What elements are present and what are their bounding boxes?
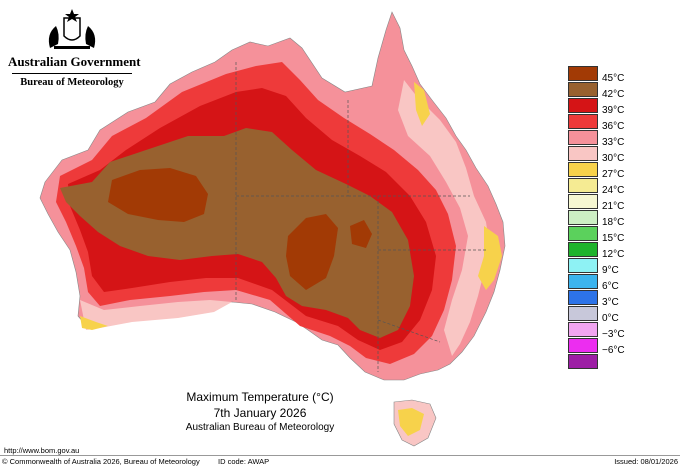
- footer: © Commonwealth of Australia 2026, Bureau…: [0, 455, 680, 467]
- legend-label: 39°C: [602, 105, 625, 116]
- government-logo: Australian Government Bureau of Meteorol…: [8, 8, 141, 88]
- legend-label: 21°C: [602, 201, 625, 212]
- legend-label: 0°C: [602, 313, 619, 324]
- legend-swatch: [568, 98, 598, 113]
- zone-45-west: [108, 168, 208, 222]
- footer-divider: [0, 455, 680, 456]
- legend-swatch: [568, 82, 598, 97]
- map-title: Maximum Temperature (°C): [186, 390, 334, 404]
- zone-27-east: [478, 226, 502, 290]
- legend-swatch: [568, 258, 598, 273]
- legend-swatch: [568, 66, 598, 81]
- legend-label: 42°C: [602, 89, 625, 100]
- map-date: 7th January 2026: [213, 406, 307, 420]
- legend-label: −6°C: [602, 345, 625, 356]
- tasmania-yellow: [398, 408, 424, 436]
- map-source: Australian Bureau of Meteorology: [185, 422, 335, 433]
- zone-45-east: [350, 220, 372, 248]
- legend-swatch: [568, 274, 598, 289]
- state-borders: [235, 62, 486, 372]
- legend-label: 33°C: [602, 137, 625, 148]
- legend-swatch: [568, 114, 598, 129]
- legend-swatch: [568, 130, 598, 145]
- website-url[interactable]: http://www.bom.gov.au: [4, 446, 80, 455]
- legend-swatch: [568, 242, 598, 257]
- legend-label: 12°C: [602, 249, 625, 260]
- legend-label: 27°C: [602, 169, 625, 180]
- zone-27-north: [414, 82, 430, 126]
- legend-label: 30°C: [602, 153, 625, 164]
- zone-45-central: [286, 214, 338, 290]
- legend-label: 15°C: [602, 233, 625, 244]
- legend-label: 45°C: [602, 73, 625, 84]
- legend-swatch: [568, 226, 598, 241]
- legend-swatch: [568, 210, 598, 225]
- zone-30-east: [398, 80, 490, 356]
- copyright-text: © Commonwealth of Australia 2026, Bureau…: [2, 457, 200, 466]
- legend-swatch: [568, 290, 598, 305]
- zone-27-southwest: [80, 316, 108, 330]
- map-titles: Maximum Temperature (°C) 7th January 202…: [120, 389, 400, 434]
- bureau-name: Bureau of Meteorology: [20, 77, 124, 88]
- legend-swatch: [568, 162, 598, 177]
- legend-label: −3°C: [602, 329, 625, 340]
- legend-label: 3°C: [602, 297, 619, 308]
- legend-label: 36°C: [602, 121, 625, 132]
- legend-swatch: [568, 146, 598, 161]
- legend-label: 24°C: [602, 185, 625, 196]
- legend-swatch: [568, 354, 598, 369]
- divider: [12, 73, 132, 74]
- coat-of-arms-icon: [48, 9, 96, 49]
- zone-30-southwest: [80, 300, 232, 330]
- legend-label: 9°C: [602, 265, 619, 276]
- legend-swatch: [568, 306, 598, 321]
- id-code: ID code: AWAP: [218, 457, 270, 466]
- legend-label: 6°C: [602, 281, 619, 292]
- legend-swatch: [568, 194, 598, 209]
- legend-swatch: [568, 322, 598, 337]
- issued-date: Issued: 08/01/2026: [614, 457, 678, 466]
- government-name: Australian Government: [8, 54, 141, 69]
- legend-swatch: [568, 178, 598, 193]
- legend-label: 18°C: [602, 217, 625, 228]
- legend-swatch: [568, 338, 598, 353]
